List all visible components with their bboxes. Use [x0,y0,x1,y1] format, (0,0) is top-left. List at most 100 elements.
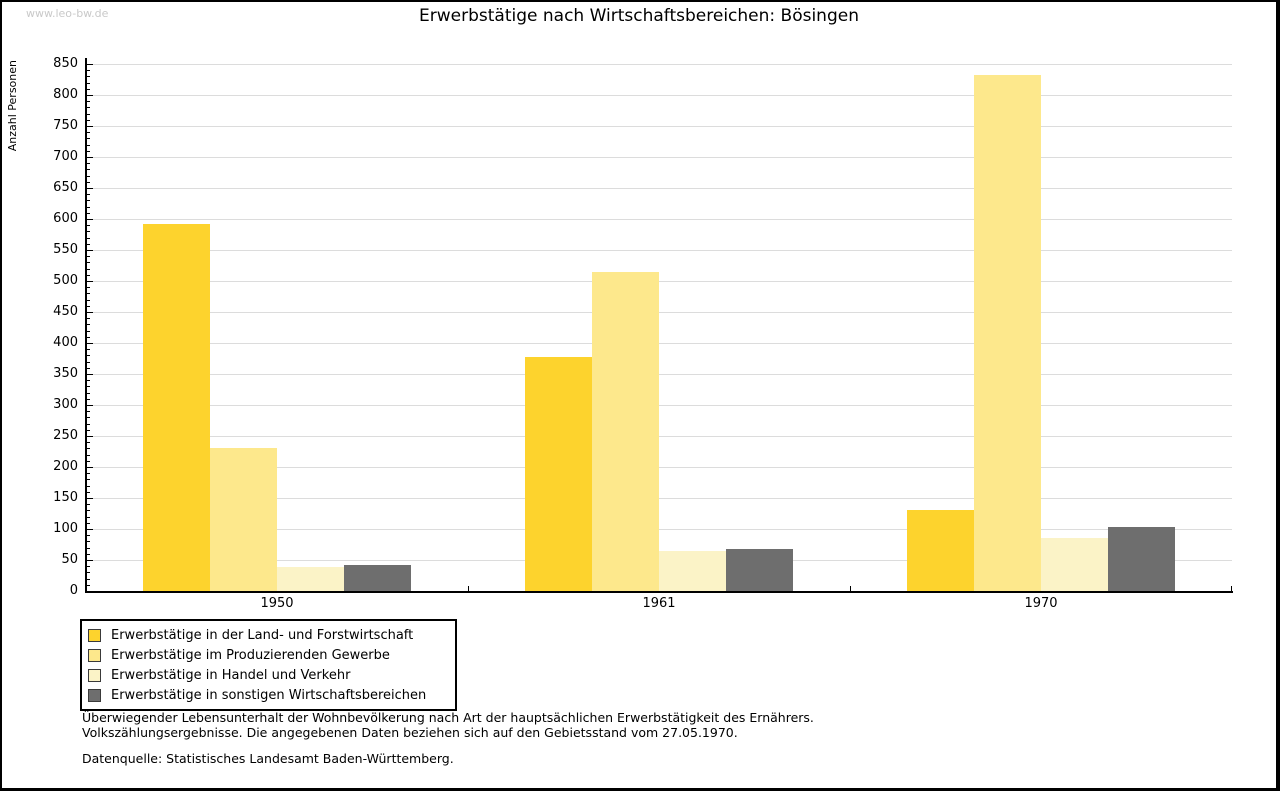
y-minor-tick [87,238,90,239]
y-minor-tick [87,399,90,400]
y-minor-tick [87,448,90,449]
y-minor-tick [87,442,90,443]
y-minor-tick [87,256,90,257]
page-title: Erwerbstätige nach Wirtschaftsbereichen:… [419,6,859,26]
y-minor-tick [87,76,90,77]
y-minor-tick [87,244,90,245]
y-minor-tick [87,293,90,294]
y-minor-tick [87,132,90,133]
x-boundary-tick [468,586,469,591]
bar-1970-series3 [1041,538,1108,591]
y-tick-label: 200 [53,459,78,474]
y-minor-tick [87,169,90,170]
y-major-tick [87,436,93,437]
y-tick-label: 300 [53,397,78,412]
y-minor-tick [87,486,90,487]
y-minor-tick [87,523,90,524]
y-minor-tick [87,504,90,505]
bar-1950-series1 [143,224,210,591]
y-minor-tick [87,231,90,232]
bar-1950-series2 [210,448,277,591]
y-minor-tick [87,101,90,102]
y-minor-tick [87,287,90,288]
y-minor-tick [87,362,90,363]
y-minor-tick [87,225,90,226]
legend-label: Erwerbstätige in der Land- und Forstwirt… [111,627,414,643]
y-major-tick [87,188,93,189]
y-minor-tick [87,430,90,431]
y-minor-tick [87,566,90,567]
bar-1961-series2 [592,272,659,591]
x-tick-label: 1950 [260,596,294,611]
y-minor-tick [87,207,90,208]
y-minor-tick [87,300,90,301]
y-minor-tick [87,541,90,542]
y-minor-tick [87,107,90,108]
legend-item: Erwerbstätige in der Land- und Forstwirt… [88,625,445,645]
y-gridline [87,498,1232,499]
y-major-tick [87,312,93,313]
y-major-tick [87,343,93,344]
bar-1970-series4 [1108,527,1175,591]
y-minor-tick [87,145,90,146]
y-minor-tick [87,393,90,394]
y-minor-tick [87,380,90,381]
y-tick-label: 250 [53,428,78,443]
bar-1961-series3 [659,551,726,591]
y-tick-label: 800 [53,87,78,102]
y-major-tick [87,219,93,220]
y-major-tick [87,498,93,499]
y-gridline [87,312,1232,313]
bar-1961-series4 [726,549,793,591]
y-minor-tick [87,269,90,270]
y-minor-tick [87,349,90,350]
y-tick-label: 100 [53,521,78,536]
y-major-tick [87,591,93,592]
y-minor-tick [87,120,90,121]
x-tick-label: 1970 [1024,596,1058,611]
y-gridline [87,529,1232,530]
y-minor-tick [87,535,90,536]
y-gridline [87,157,1232,158]
y-minor-tick [87,306,90,307]
x-boundary-tick [850,586,851,591]
y-major-tick [87,529,93,530]
bar-1950-series3 [277,567,344,591]
legend-label: Erwerbstätige im Produzierenden Gewerbe [111,647,390,663]
y-minor-tick [87,176,90,177]
y-minor-tick [87,114,90,115]
y-minor-tick [87,368,90,369]
y-major-tick [87,405,93,406]
y-minor-tick [87,138,90,139]
y-tick-label: 400 [53,335,78,350]
legend-label: Erwerbstätige in Handel und Verkehr [111,667,351,683]
y-minor-tick [87,213,90,214]
y-major-tick [87,157,93,158]
y-minor-tick [87,355,90,356]
y-gridline [87,467,1232,468]
y-gridline [87,405,1232,406]
bar-1970-series1 [907,510,974,591]
watermark: www.leo-bw.de [26,7,109,20]
y-minor-tick [87,262,90,263]
y-minor-tick [87,200,90,201]
footnote-line: Volkszählungsergebnisse. Die angegebenen… [82,725,738,740]
y-gridline [87,281,1232,282]
y-gridline [87,343,1232,344]
legend-item: Erwerbstätige in sonstigen Wirtschaftsbe… [88,685,445,705]
y-axis-line [85,58,87,593]
y-minor-tick [87,417,90,418]
y-tick-label: 500 [53,273,78,288]
y-minor-tick [87,479,90,480]
footnote-text: Überwiegender Lebensunterhalt der Wohnbe… [82,710,814,740]
legend-swatch-sonstige [88,688,101,702]
y-minor-tick [87,572,90,573]
y-major-tick [87,281,93,282]
y-minor-tick [87,163,90,164]
y-minor-tick [87,548,90,549]
y-minor-tick [87,89,90,90]
y-tick-label: 700 [53,149,78,164]
legend-item: Erwerbstätige im Produzierenden Gewerbe [88,645,445,665]
y-minor-tick [87,473,90,474]
